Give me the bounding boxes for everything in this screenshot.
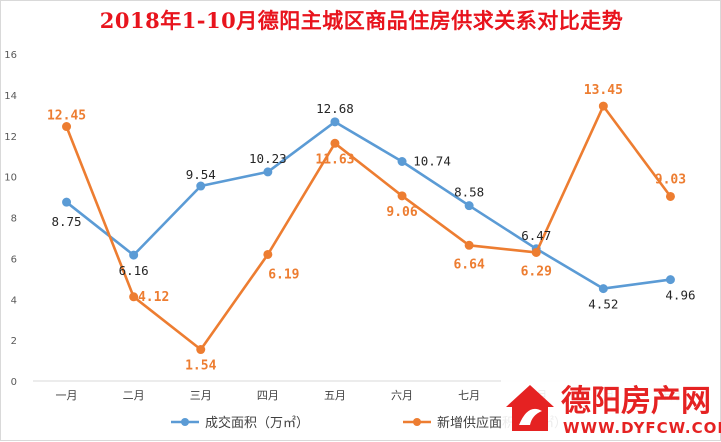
series-2-point	[598, 101, 608, 111]
series-1-data-label: 9.54	[186, 167, 216, 182]
series-2-point	[665, 191, 675, 201]
series-1-data-label: 8.75	[51, 214, 81, 229]
legend-marker-1	[181, 418, 189, 426]
y-axis: 0 2 4 6 8 10 12 14 16	[4, 50, 17, 388]
series-2-point	[129, 292, 139, 302]
series-1-point	[263, 167, 273, 177]
series-2-data-label: 1.54	[185, 359, 216, 374]
watermark-brand-url: WWW.DYFCW.COM	[563, 419, 721, 437]
y-tick-label: 4	[11, 295, 17, 306]
series-1-point	[330, 117, 340, 127]
series-line-1	[65, 120, 671, 290]
x-tick-label: 一月	[56, 389, 78, 402]
series-line-2	[65, 104, 672, 351]
series-2-point	[263, 249, 273, 259]
series-2-point	[397, 191, 407, 201]
logo-house	[506, 385, 554, 431]
y-tick-label: 2	[11, 336, 17, 347]
series-1-point	[464, 201, 474, 211]
data-labels: 8.75 6.16 9.54 10.23 12.68 10.74 8.58 6.47 4.52 4…	[47, 83, 696, 373]
x-tick-label: 四月	[257, 389, 279, 402]
series-2-point	[464, 240, 474, 250]
series-2-data-label: 12.45	[47, 109, 86, 124]
watermark-brand-cn: 德阳房产网	[561, 384, 711, 419]
x-tick-label: 二月	[123, 389, 145, 402]
y-tick-label: 0	[11, 377, 17, 388]
y-tick-label: 8	[11, 214, 17, 225]
series-1-data-label: 6.16	[119, 263, 149, 278]
series-1-point	[665, 275, 675, 285]
x-tick-label: 六月	[391, 389, 413, 402]
chart-title: 2018年1-10月德阳主城区商品住房供求关系对比走势	[99, 8, 624, 33]
series-1-data-label: 4.96	[665, 288, 695, 303]
series-2-data-label: 4.12	[138, 290, 169, 305]
y-tick-label: 10	[4, 173, 17, 184]
series-2-data-label: 9.03	[655, 172, 686, 187]
series-2-point	[531, 247, 541, 257]
x-tick-label: 七月	[458, 389, 480, 402]
series-1-point	[397, 157, 407, 167]
series-2-point	[62, 122, 72, 132]
series-1-data-label: 10.74	[413, 154, 451, 169]
series-2-data-label: 6.64	[453, 257, 484, 272]
series-1-data-label: 8.58	[454, 185, 484, 200]
series-2-data-label: 6.19	[268, 267, 299, 282]
series-1-data-label: 12.68	[316, 101, 354, 116]
legend-label-1: 成交面积（万㎡）	[205, 415, 309, 431]
series-1-data-label: 4.52	[588, 297, 618, 312]
legend-marker-2	[413, 418, 421, 426]
series-2-data-label: 13.45	[584, 83, 623, 98]
y-tick-label: 16	[4, 50, 17, 61]
x-tick-label: 五月	[324, 389, 346, 402]
series-1-point	[196, 181, 206, 191]
series-1-point	[598, 284, 608, 294]
series-1-data-label: 10.23	[249, 151, 287, 166]
series-lines	[62, 101, 675, 355]
series-2-data-label: 6.29	[521, 264, 552, 279]
series-1-data-label: 6.47	[521, 228, 551, 243]
series-1-point	[62, 197, 72, 207]
logo-swoosh	[519, 408, 542, 425]
y-tick-label: 6	[11, 254, 17, 265]
y-tick-label: 14	[4, 91, 17, 102]
watermark-logo-icon	[506, 385, 554, 431]
y-tick-label: 12	[4, 132, 17, 143]
series-1-point	[129, 250, 139, 260]
series-2-data-label: 9.06	[386, 205, 417, 220]
series-2-point	[196, 345, 206, 355]
series-2-point	[330, 138, 340, 148]
x-tick-label: 三月	[190, 389, 212, 402]
series-2-data-label: 11.63	[315, 152, 354, 167]
